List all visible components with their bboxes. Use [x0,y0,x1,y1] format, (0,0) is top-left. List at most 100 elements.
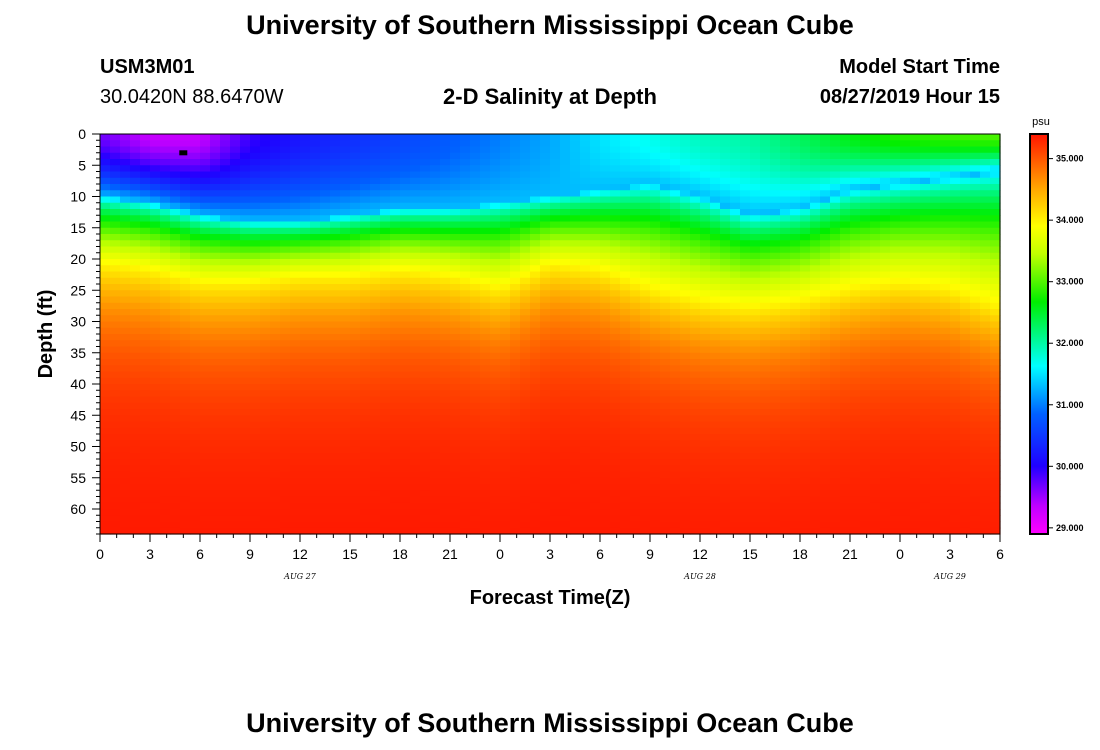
heatmap-cell [640,190,651,198]
heatmap-cell [640,209,651,216]
heatmap-cell [580,184,591,191]
heatmap-cell [480,215,491,223]
heatmap-cell [620,377,631,385]
heatmap-cell [750,327,761,335]
heatmap-cell [410,271,421,279]
heatmap-cell [740,440,751,448]
heatmap-cell [510,215,521,223]
heatmap-cell [760,396,771,404]
heatmap-cell [300,290,311,298]
heatmap-cell [820,446,831,454]
heatmap-cell [140,202,151,210]
heatmap-cell [630,346,641,354]
heatmap-cell [150,365,161,373]
heatmap-cell [810,259,821,266]
heatmap-cell [560,446,571,454]
heatmap-cell [860,196,871,204]
heatmap-cell [490,502,501,510]
heatmap-cell [150,296,161,304]
heatmap-cell [240,140,251,148]
heatmap-cell [630,427,641,435]
heatmap-cell [770,471,781,479]
heatmap-cell [360,284,371,291]
heatmap-cell [230,252,241,260]
heatmap-cell [810,340,821,348]
heatmap-cell [440,384,451,391]
heatmap-cell [380,465,391,473]
heatmap-cell [220,315,231,323]
heatmap-cell [620,434,631,441]
heatmap-cell [190,246,201,254]
heatmap-cell [340,171,351,179]
heatmap-cell [560,196,571,204]
heatmap-cell [240,152,251,160]
heatmap-cell [430,140,441,148]
heatmap-cell [470,134,481,141]
heatmap-cell [380,240,391,248]
heatmap-cell [810,434,821,441]
heatmap-cell [520,402,531,410]
heatmap-cell [100,134,111,141]
heatmap-cell [380,434,391,441]
heatmap-cell [740,202,751,210]
heatmap-cell [210,146,221,154]
heatmap-cell [560,246,571,254]
heatmap-cell [660,296,671,304]
heatmap-cell [510,359,521,366]
heatmap-cell [590,171,601,179]
heatmap-cell [400,221,411,229]
heatmap-cell [440,277,451,285]
heatmap-cell [580,502,591,510]
heatmap-cell [720,227,731,235]
heatmap-cell [340,271,351,279]
heatmap-cell [650,146,661,154]
heatmap-cell [660,165,671,173]
heatmap-cell [680,490,691,498]
heatmap-cell [640,165,651,173]
heatmap-cell [720,415,731,423]
heatmap-cell [850,309,861,316]
heatmap-cell [840,477,851,485]
heatmap-cell [760,515,771,523]
heatmap-cell [820,240,831,248]
heatmap-cell [480,502,491,510]
heatmap-cell [340,227,351,235]
heatmap-cell [320,452,331,460]
heatmap-cell [390,421,401,429]
heatmap-cell [360,327,371,335]
heatmap-cell [770,259,781,266]
heatmap-cell [870,496,881,504]
heatmap-cell [180,240,191,248]
heatmap-cell [470,359,481,366]
heatmap-cell [590,152,601,160]
heatmap-cell [220,246,231,254]
heatmap-cell [290,434,301,441]
heatmap-cell [430,359,441,366]
heatmap-cell [730,527,741,535]
heatmap-cell [680,190,691,198]
heatmap-cell [770,171,781,179]
heatmap-cell [690,427,701,435]
heatmap-cell [270,165,281,173]
heatmap-cell [740,496,751,504]
heatmap-cell [310,390,321,398]
heatmap-cell [100,315,111,323]
heatmap-cell [320,377,331,385]
heatmap-cell [230,502,241,510]
heatmap-cell [610,352,621,360]
heatmap-cell [360,177,371,185]
heatmap-cell [150,509,161,516]
heatmap-cell [140,396,151,404]
heatmap-cell [270,459,281,466]
heatmap-cell [240,502,251,510]
heatmap-cell [150,290,161,298]
heatmap-cell [450,146,461,154]
heatmap-cell [190,209,201,216]
heatmap-cell [720,446,731,454]
heatmap-cell [830,440,841,448]
heatmap-cell [500,340,511,348]
heatmap-cell [750,334,761,341]
heatmap-cell [850,184,861,191]
heatmap-cell [600,477,611,485]
heatmap-cell [690,177,701,185]
